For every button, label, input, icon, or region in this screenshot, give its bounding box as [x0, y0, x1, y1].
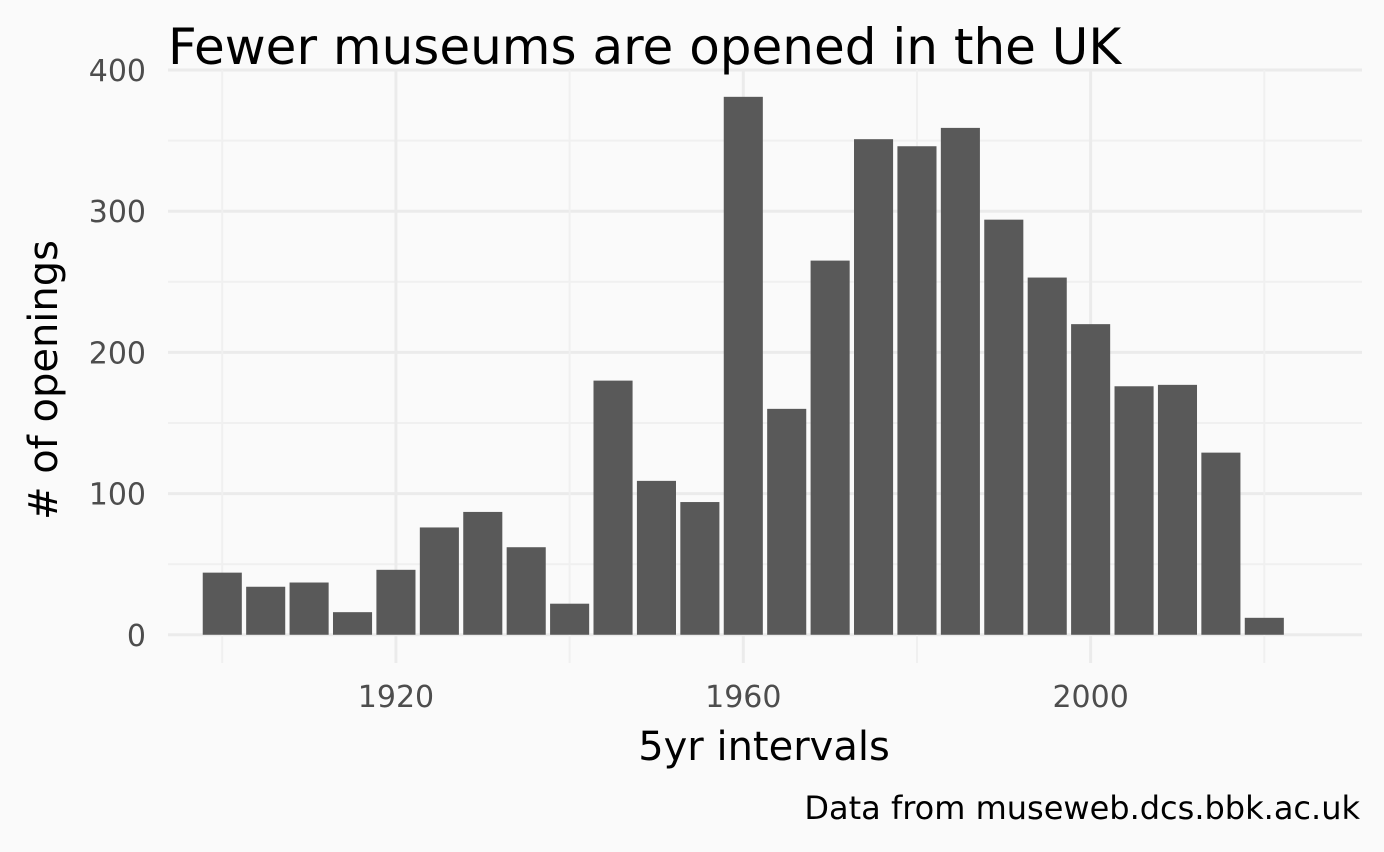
y-tick-label: 400: [89, 54, 146, 89]
bar: [376, 569, 416, 635]
chart-title: Fewer museums are opened in the UK: [168, 18, 1122, 76]
ticks: 0 100 200 300 400 1920 1960 2000: [89, 54, 1129, 715]
y-axis-title: # of openings: [21, 240, 67, 520]
bar: [723, 96, 763, 635]
bar: [202, 572, 242, 635]
bar: [593, 380, 633, 635]
x-tick-label: 1960: [705, 680, 781, 715]
bar: [1244, 617, 1284, 635]
bar: [1114, 386, 1154, 635]
bar: [463, 511, 503, 635]
bar: [1201, 452, 1241, 635]
y-tick-label: 0: [127, 619, 146, 654]
bar: [854, 139, 894, 635]
y-tick-label: 100: [89, 478, 146, 513]
bar: [984, 219, 1024, 635]
bar: [636, 480, 676, 635]
x-tick-label: 2000: [1052, 680, 1128, 715]
bar: [506, 547, 546, 635]
bar: [810, 260, 850, 635]
y-tick-label: 300: [89, 195, 146, 230]
chart-caption: Data from museweb.dcs.bbk.ac.uk: [804, 789, 1360, 827]
bar: [332, 612, 373, 635]
bar: [897, 146, 937, 635]
bar: [680, 502, 720, 635]
bar: [767, 408, 807, 635]
bar: [289, 582, 329, 635]
x-tick-label: 1920: [358, 680, 434, 715]
bar: [419, 527, 459, 635]
bars: [202, 96, 1284, 635]
bar: [1157, 384, 1198, 635]
bar: [1071, 324, 1111, 635]
bar: [1027, 277, 1067, 635]
y-tick-label: 200: [89, 336, 146, 371]
bar: [246, 586, 286, 635]
bar: [550, 603, 590, 635]
x-axis-title: 5yr intervals: [638, 724, 890, 770]
bar: [940, 127, 980, 635]
